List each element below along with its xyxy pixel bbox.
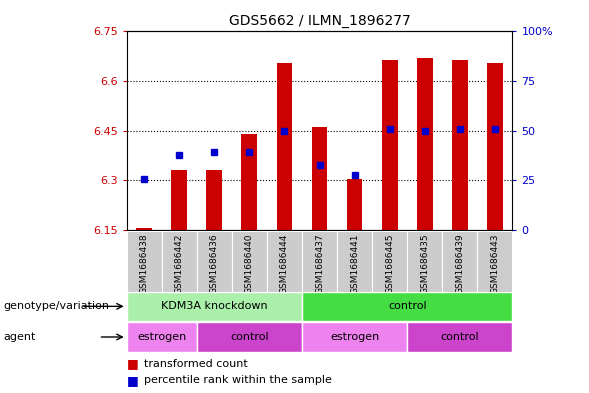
- Text: percentile rank within the sample: percentile rank within the sample: [144, 375, 332, 385]
- Bar: [197, 231, 232, 292]
- Text: transformed count: transformed count: [144, 358, 248, 369]
- Bar: [197, 322, 302, 352]
- Bar: [407, 322, 512, 352]
- Bar: [241, 134, 257, 230]
- Title: GDS5662 / ILMN_1896277: GDS5662 / ILMN_1896277: [229, 14, 411, 28]
- Bar: [136, 228, 152, 230]
- Bar: [232, 231, 267, 292]
- Text: GSM1686439: GSM1686439: [455, 233, 464, 294]
- Text: GSM1686440: GSM1686440: [245, 233, 254, 294]
- Bar: [206, 171, 222, 230]
- Text: genotype/variation: genotype/variation: [3, 301, 109, 311]
- Text: estrogen: estrogen: [137, 332, 186, 342]
- Bar: [162, 231, 197, 292]
- Text: control: control: [230, 332, 269, 342]
- Text: GSM1686435: GSM1686435: [420, 233, 429, 294]
- Text: ■: ■: [127, 357, 138, 370]
- Text: GSM1686443: GSM1686443: [491, 233, 499, 294]
- Bar: [302, 231, 337, 292]
- Text: KDM3A knockdown: KDM3A knockdown: [161, 301, 267, 311]
- Bar: [337, 231, 372, 292]
- Bar: [127, 231, 162, 292]
- Bar: [487, 63, 503, 230]
- Bar: [382, 60, 398, 230]
- Text: GSM1686442: GSM1686442: [175, 233, 184, 294]
- Bar: [312, 127, 327, 230]
- Text: GSM1686444: GSM1686444: [280, 233, 289, 294]
- Bar: [267, 231, 302, 292]
- Bar: [452, 60, 468, 230]
- Bar: [347, 179, 362, 230]
- Text: GSM1686436: GSM1686436: [210, 233, 219, 294]
- Text: agent: agent: [3, 332, 35, 342]
- Bar: [407, 231, 442, 292]
- Bar: [372, 231, 407, 292]
- Bar: [417, 58, 433, 230]
- Bar: [477, 231, 512, 292]
- Bar: [302, 322, 407, 352]
- Text: GSM1686437: GSM1686437: [315, 233, 324, 294]
- Bar: [171, 171, 187, 230]
- Bar: [277, 63, 292, 230]
- Text: control: control: [388, 301, 426, 311]
- Text: GSM1686445: GSM1686445: [385, 233, 394, 294]
- Bar: [302, 292, 512, 321]
- Text: estrogen: estrogen: [330, 332, 379, 342]
- Text: control: control: [441, 332, 479, 342]
- Text: ■: ■: [127, 374, 138, 387]
- Text: GSM1686438: GSM1686438: [140, 233, 148, 294]
- Bar: [127, 292, 302, 321]
- Bar: [127, 322, 197, 352]
- Text: GSM1686441: GSM1686441: [350, 233, 359, 294]
- Bar: [442, 231, 477, 292]
